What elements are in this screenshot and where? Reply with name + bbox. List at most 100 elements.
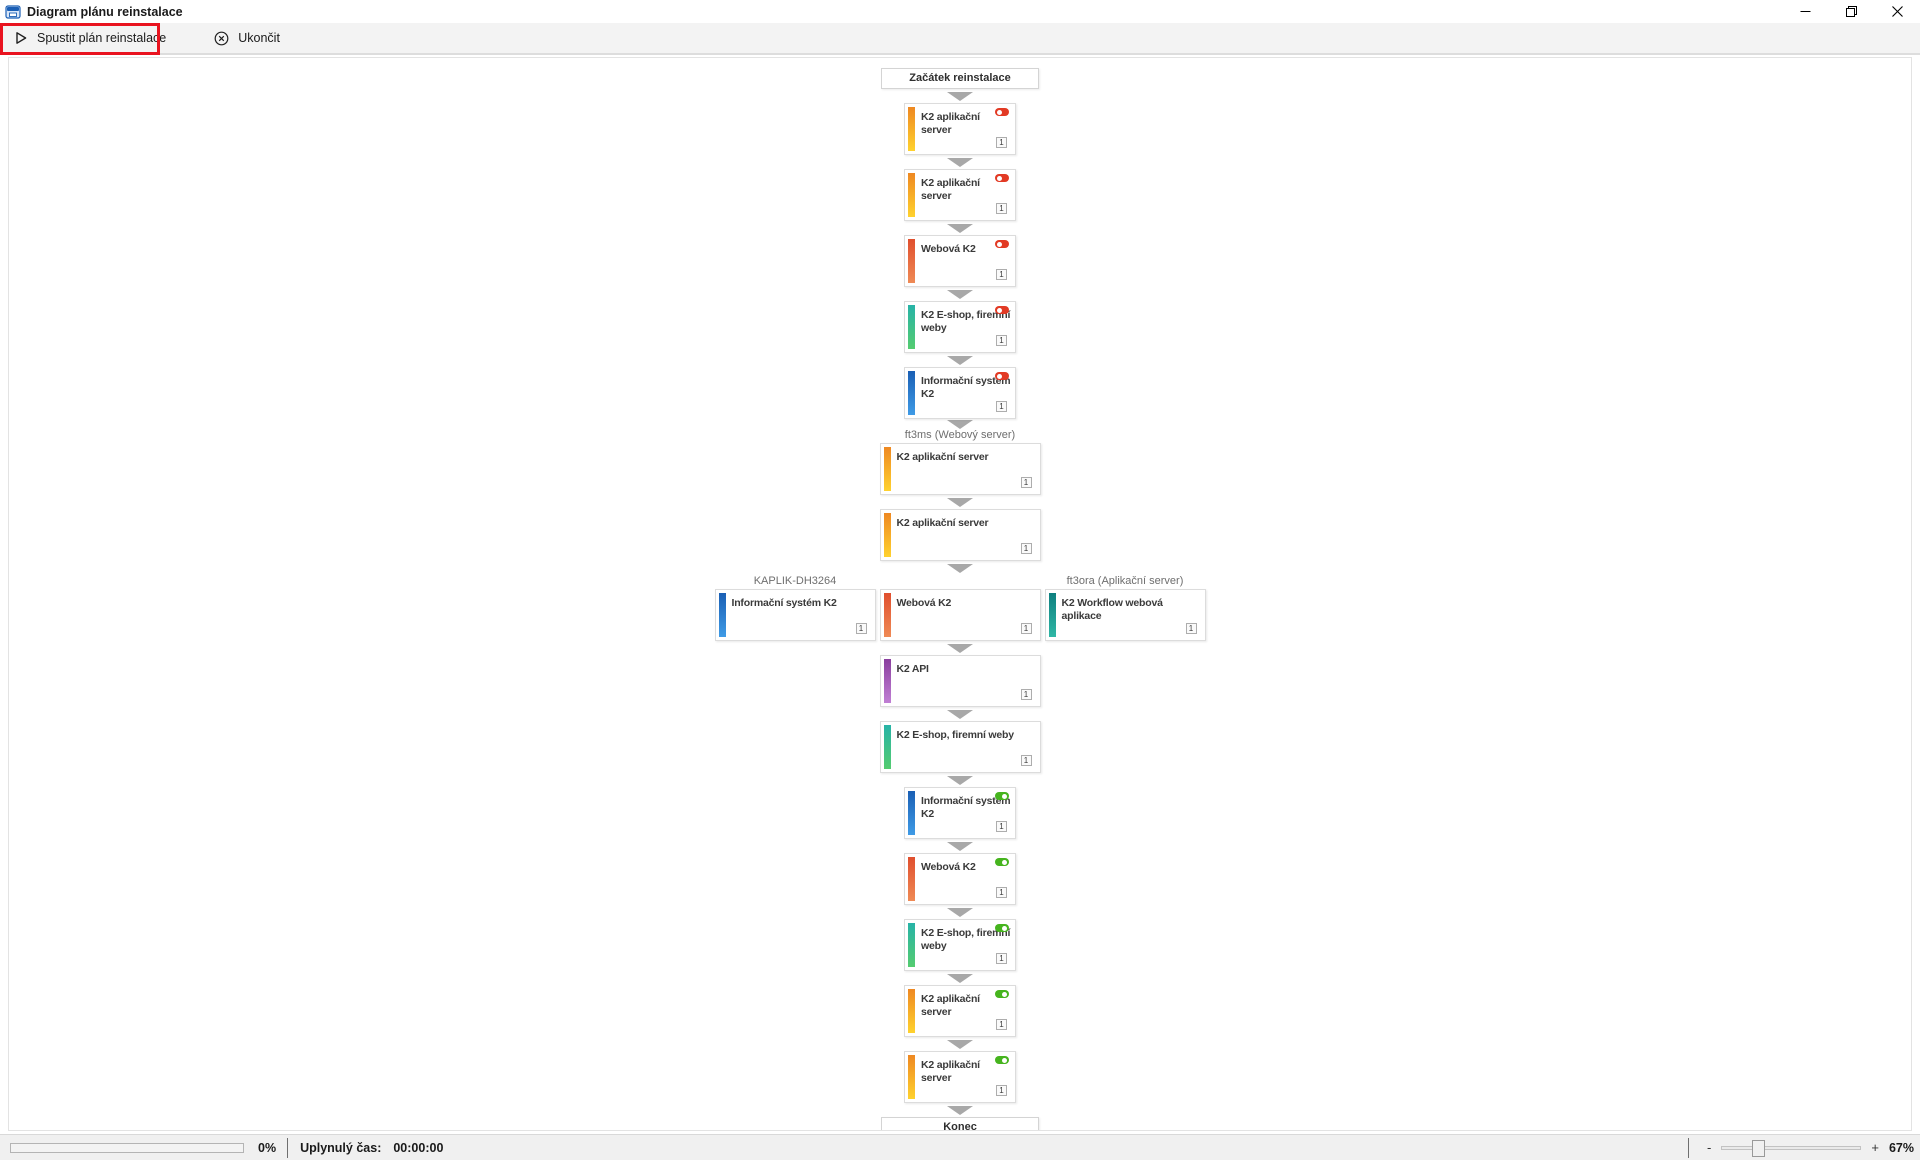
diagram-node[interactable]: K2 E-shop, firemní weby 1 [879,721,1041,773]
count-badge[interactable]: 1 [996,1019,1007,1030]
diagram-node[interactable]: Webová K2 1 [904,235,1016,287]
exit-button[interactable]: Ukončit [200,22,294,54]
play-icon [16,32,27,44]
restore-button[interactable] [1828,0,1874,23]
exit-label: Ukončit [238,31,280,45]
diagram-node[interactable]: Webová K2 1 [879,589,1041,641]
toolbar: Spustit plán reinstalace Ukončit [0,23,1920,55]
diagram-node[interactable]: K2 aplikační server 1 [904,985,1016,1037]
count-badge[interactable]: 1 [855,623,867,634]
node-title: Webová K2 [921,861,976,873]
toggle-off-icon[interactable] [995,174,1009,182]
count-badge[interactable]: 1 [996,269,1007,280]
count-badge[interactable]: 1 [996,335,1007,346]
zoom-out-button[interactable]: - [1707,1140,1712,1155]
diagram-node[interactable]: K2 aplikační server 1 [904,1051,1016,1103]
count-badge[interactable]: 1 [1020,623,1032,634]
minimize-button[interactable] [1782,0,1828,23]
count-badge[interactable]: 1 [1020,755,1032,766]
flow-arrow-icon [947,1105,973,1115]
progress-percent: 0% [258,1140,277,1155]
count-badge[interactable]: 1 [996,137,1007,148]
category-color-bar [883,593,891,637]
minimize-icon [1800,11,1810,12]
count-badge[interactable]: 1 [996,401,1007,412]
node-title: K2 E-shop, firemní weby [896,729,1015,741]
node-title: Informační systém K2 [921,375,1011,400]
count-badge[interactable]: 1 [996,953,1007,964]
category-color-bar [718,593,726,637]
count-badge[interactable]: 1 [1020,543,1032,554]
node-title: K2 API [896,663,929,675]
diagram-node[interactable]: K2 aplikační server 1 [879,443,1041,495]
count-badge[interactable]: 1 [1020,689,1032,700]
toggle-off-icon[interactable] [995,108,1009,116]
zoom-slider-thumb[interactable] [1752,1139,1766,1157]
count-badge[interactable]: 1 [996,203,1007,214]
flow-gap [947,561,973,575]
node-title: Webová K2 [896,597,952,609]
toggle-off-icon[interactable] [995,240,1009,248]
count-badge[interactable]: 1 [1020,477,1032,488]
toggle-off-icon[interactable] [995,372,1009,380]
node-title: K2 aplikační server [921,177,980,202]
flow-gap [947,707,973,721]
category-color-bar [908,173,915,217]
flow-gap [947,155,973,169]
diagram-canvas: Začátek reinstalace K2 aplikační server 1 K… [8,57,1912,1131]
flow-gap [947,905,973,919]
category-color-bar [883,513,891,557]
elapsed-time-value: 00:00:00 [393,1140,444,1155]
node-title: Informační systém K2 [921,795,1011,820]
window-title: Diagram plánu reinstalace [27,4,183,19]
diagram-node[interactable]: K2 E-shop, firemní weby 1 [904,301,1016,353]
toggle-on-icon[interactable] [995,858,1009,866]
toggle-on-icon[interactable] [995,792,1009,800]
node-title: K2 E-shop, firemní weby [921,309,1011,334]
diagram-node[interactable]: Informační systém K2 1 [904,367,1016,419]
zoom-slider[interactable] [1721,1139,1862,1157]
flow-arrow-icon [947,223,973,233]
flow-arrow-icon [947,563,973,573]
flow-arrow-icon [947,709,973,719]
toggle-on-icon[interactable] [995,990,1009,998]
category-color-bar [908,239,915,283]
toggle-off-icon[interactable] [995,306,1009,314]
app-icon [5,4,21,19]
flow-arrow-icon [947,497,973,507]
count-badge[interactable]: 1 [996,821,1007,832]
flow-gap [947,89,973,103]
close-button[interactable] [1874,0,1920,23]
diagram-node[interactable]: K2 E-shop, firemní weby 1 [904,919,1016,971]
diagram-node[interactable]: Informační systém K2 1 [714,589,876,641]
close-icon [1891,6,1903,17]
count-badge[interactable]: 1 [996,887,1007,898]
progress-bar [10,1142,244,1153]
toggle-on-icon[interactable] [995,924,1009,932]
diagram-node[interactable]: K2 aplikační server 1 [904,103,1016,155]
flow-arrow-icon [947,775,973,785]
diagram-node[interactable]: K2 Workflow webová aplikace 1 [1044,589,1206,641]
statusbar: 0% Uplynulý čas: 00:00:00 - + 67% [0,1134,1920,1160]
statusbar-divider [287,1137,289,1158]
count-badge[interactable]: 1 [996,1085,1007,1096]
diagram-node[interactable]: Informační systém K2 1 [904,787,1016,839]
run-plan-label: Spustit plán reinstalace [37,31,167,45]
toggle-on-icon[interactable] [995,1056,1009,1064]
diagram-node[interactable]: Webová K2 1 [904,853,1016,905]
titlebar: Diagram plánu reinstalace [0,0,1920,23]
node-title: K2 aplikační server [921,993,980,1018]
run-plan-button[interactable]: Spustit plán reinstalace [0,22,180,54]
diagram-node[interactable]: K2 aplikační server 1 [879,509,1041,561]
flow-gap [947,419,973,429]
node-title: Informační systém K2 [731,597,837,609]
count-badge[interactable]: 1 [1185,623,1197,634]
zoom-in-button[interactable]: + [1871,1140,1879,1155]
flow-arrow-icon [947,841,973,851]
center-branch: Webová K2 1 [879,589,1041,641]
category-color-bar [908,923,915,967]
close-circle-icon [214,31,229,45]
flow-gap [947,287,973,301]
diagram-node[interactable]: K2 aplikační server 1 [904,169,1016,221]
diagram-node[interactable]: K2 API 1 [879,655,1041,707]
